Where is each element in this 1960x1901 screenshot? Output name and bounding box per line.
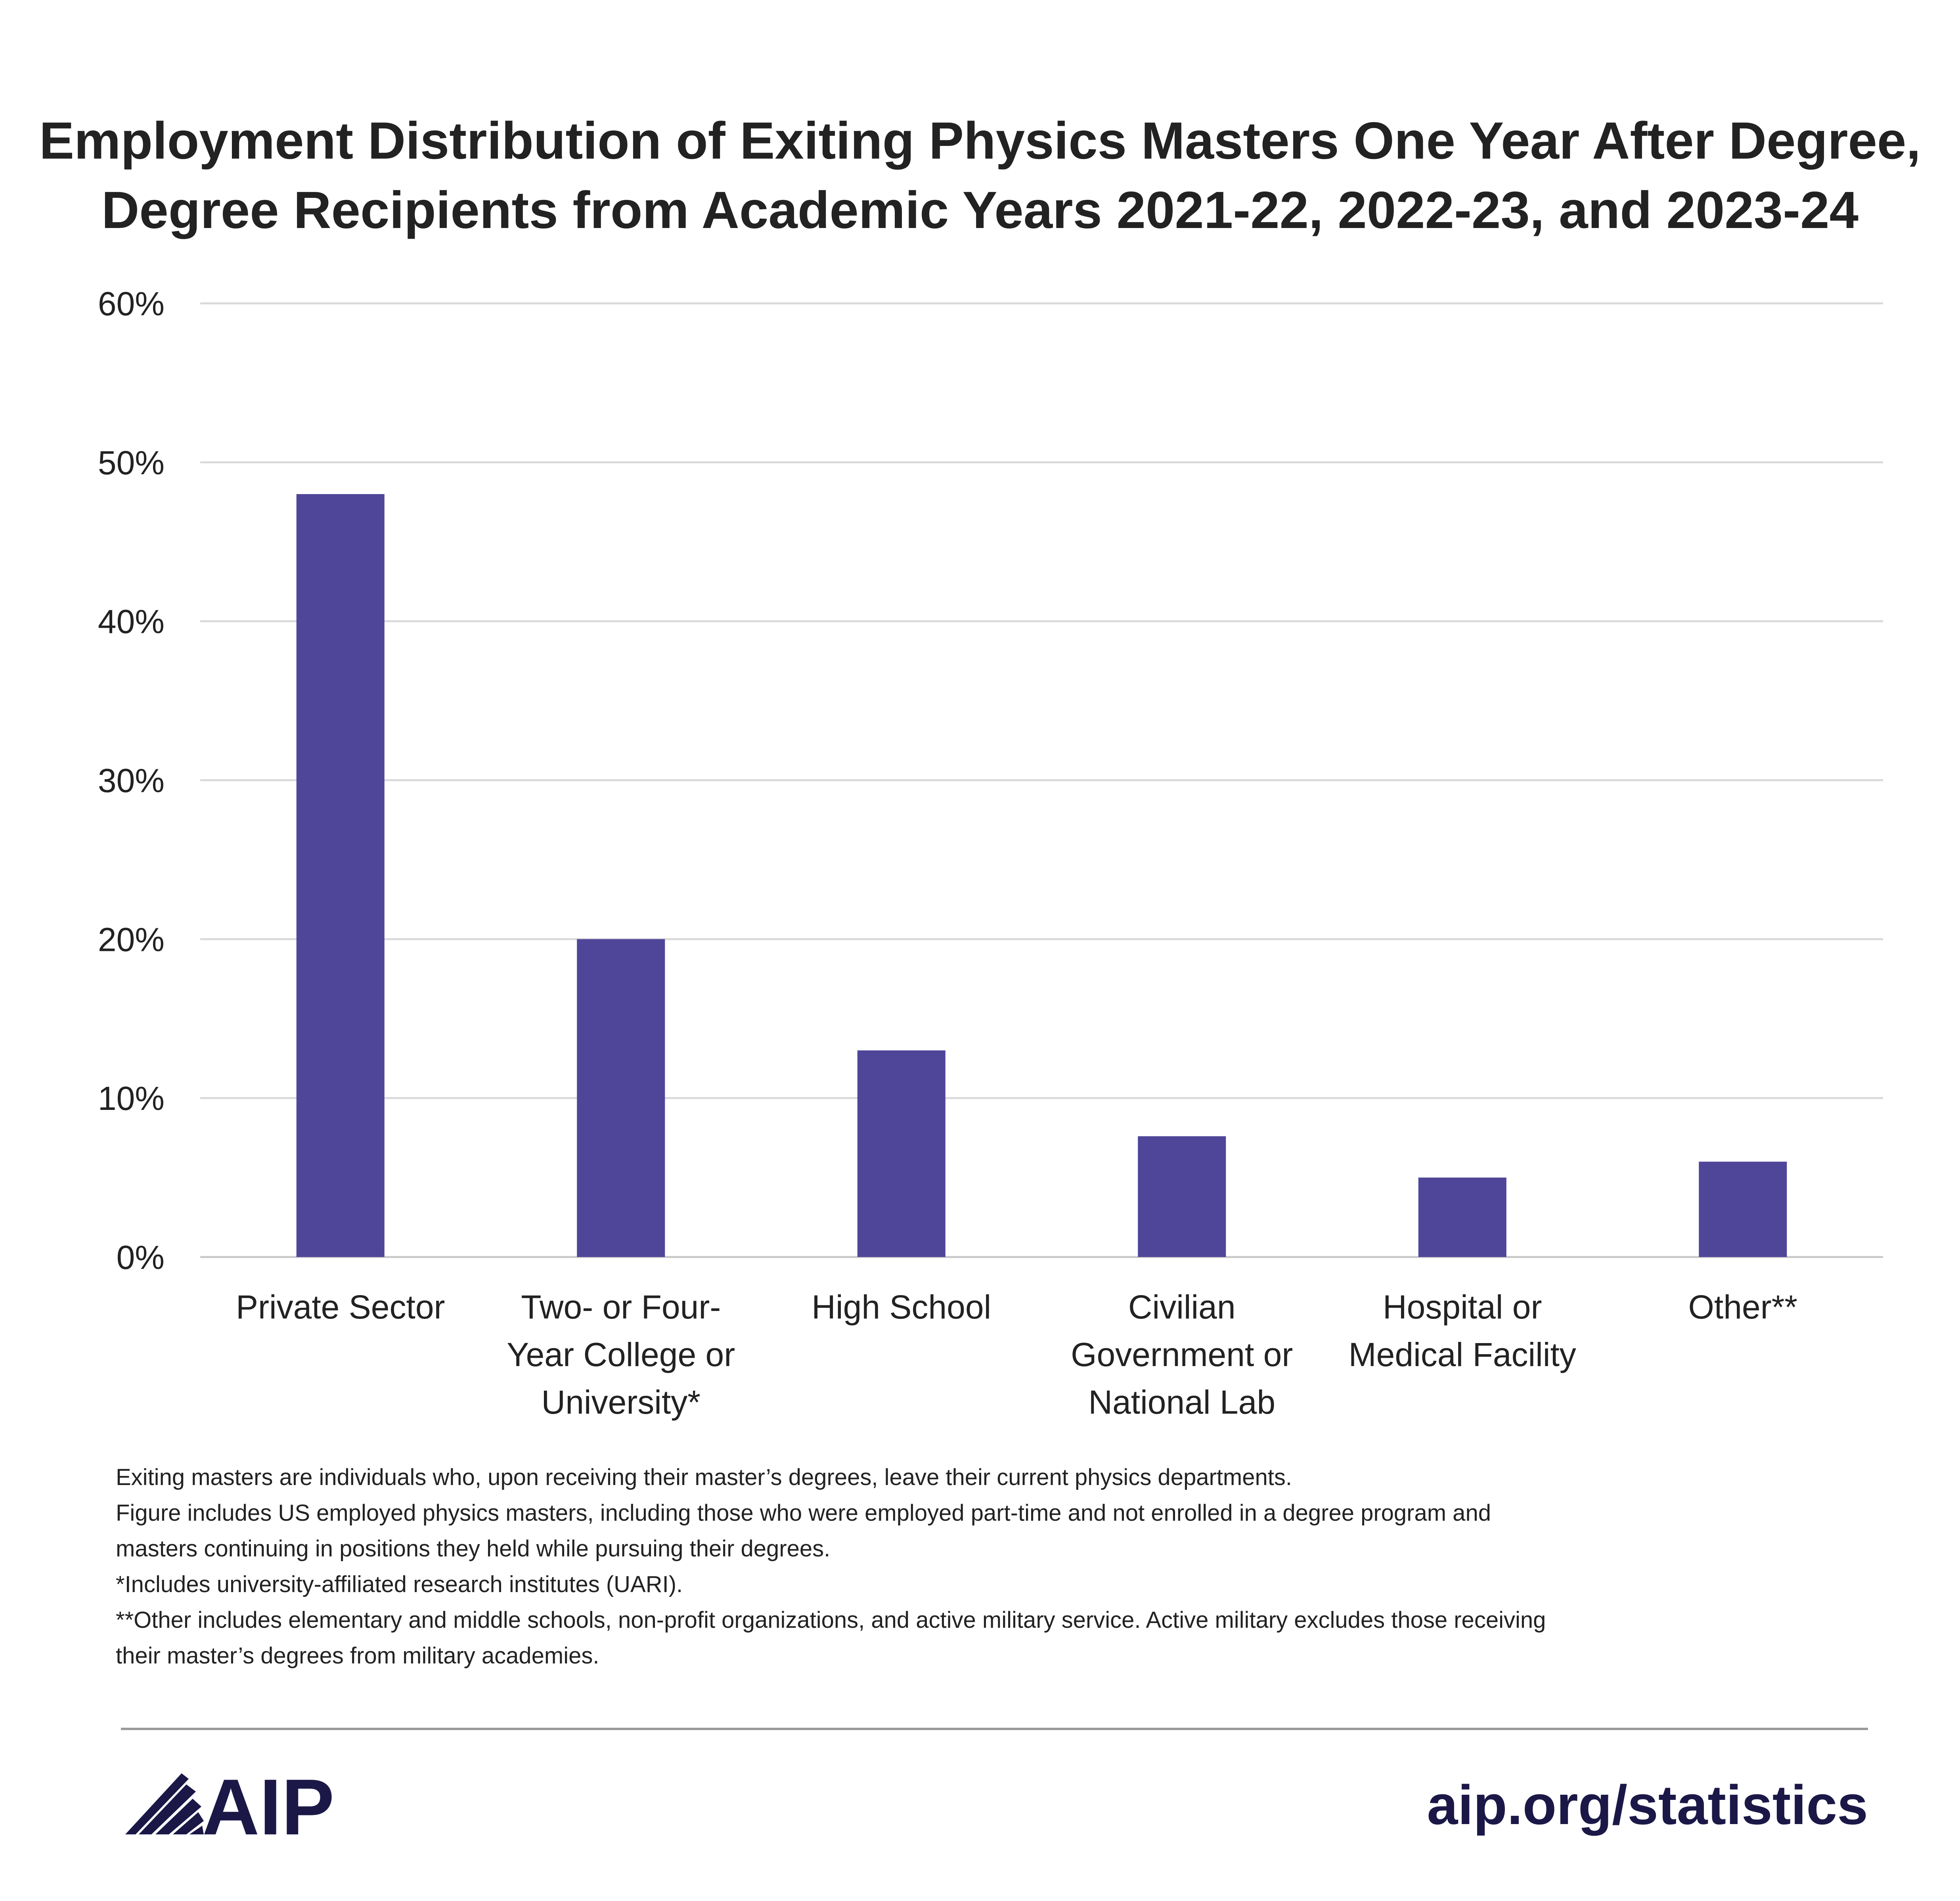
footnote-line-5: **Other includes elementary and middle s… xyxy=(116,1607,1546,1633)
y-tick-label: 0% xyxy=(117,1239,165,1276)
x-tick-label: University* xyxy=(542,1384,701,1421)
x-tick-label: Government or xyxy=(1071,1336,1293,1373)
x-tick-label: Hospital or xyxy=(1383,1288,1542,1326)
bar xyxy=(857,1050,946,1257)
bar xyxy=(296,494,385,1257)
x-tick-label: Year College or xyxy=(507,1336,735,1373)
y-tick-label: 10% xyxy=(98,1080,165,1117)
y-tick-label: 50% xyxy=(98,444,165,481)
x-tick-label: Two- or Four- xyxy=(521,1288,721,1326)
aip-logo-text: AIP xyxy=(202,1763,334,1851)
footnote-line-3: masters continuing in positions they hel… xyxy=(116,1536,830,1562)
aip-logo[interactable]: AIP xyxy=(125,1763,334,1851)
bars xyxy=(296,494,1787,1257)
x-tick-label: Private Sector xyxy=(236,1288,445,1326)
bar xyxy=(1418,1177,1506,1257)
footnotes: Exiting masters are individuals who, upo… xyxy=(116,1464,1546,1669)
y-tick-label: 40% xyxy=(98,603,165,640)
chart-title-line-2: Degree Recipients from Academic Years 20… xyxy=(101,181,1859,239)
chart-title-line-1: Employment Distribution of Exiting Physi… xyxy=(39,111,1921,170)
aip-rays-icon xyxy=(125,1773,204,1834)
x-tick-label: Other** xyxy=(1688,1288,1797,1326)
bar xyxy=(1138,1136,1226,1257)
footnote-line-4: *Includes university-affiliated research… xyxy=(116,1571,683,1597)
x-tick-label: National Lab xyxy=(1088,1384,1275,1421)
y-axis-tick-labels: 0% 10% 20% 30% 40% 50% 60% xyxy=(98,285,165,1276)
bar xyxy=(577,939,665,1257)
gridlines xyxy=(200,302,1883,1258)
chart-title: Employment Distribution of Exiting Physi… xyxy=(39,111,1921,239)
bar xyxy=(1699,1161,1787,1257)
y-tick-label: 30% xyxy=(98,762,165,799)
x-axis-category-labels: Private Sector Two- or Four- Year College … xyxy=(236,1288,1797,1421)
x-tick-label: Civilian xyxy=(1128,1288,1236,1326)
footnote-line-2: Figure includes US employed physics mast… xyxy=(116,1500,1491,1526)
footnote-line-1: Exiting masters are individuals who, upo… xyxy=(116,1464,1292,1490)
x-tick-label: Medical Facility xyxy=(1349,1336,1576,1373)
y-tick-label: 20% xyxy=(98,921,165,958)
footnote-line-6: their master’s degrees from military aca… xyxy=(116,1643,599,1669)
y-tick-label: 60% xyxy=(98,285,165,322)
statistics-link[interactable]: aip.org/statistics xyxy=(1427,1774,1868,1836)
x-tick-label: High School xyxy=(812,1288,991,1326)
